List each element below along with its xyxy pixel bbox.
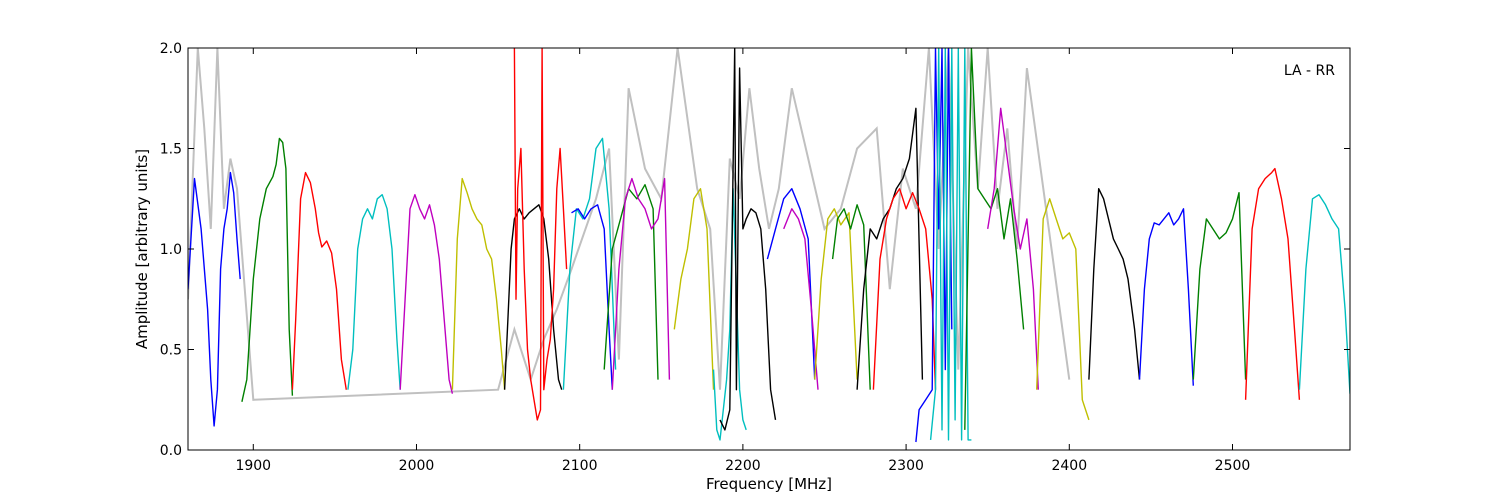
series-line-11 xyxy=(611,177,671,390)
series-line-7 xyxy=(513,48,568,421)
series-line-5 xyxy=(451,177,506,390)
series-line-20 xyxy=(872,187,937,390)
x-axis-ticks: 1900 2000 2100 2200 2300 2400 2500 xyxy=(235,48,1250,474)
series-line-13 xyxy=(712,187,747,441)
series-line-2 xyxy=(291,171,347,390)
y-tick-label: 0.0 xyxy=(160,443,182,459)
y-tick-label: 1.0 xyxy=(160,242,182,258)
series-line-18 xyxy=(831,204,871,390)
series-line-0 xyxy=(188,171,241,427)
series-line-4 xyxy=(399,193,454,394)
x-tick-label: 2200 xyxy=(725,458,761,474)
x-tick-label: 2400 xyxy=(1051,458,1087,474)
series-line-25 xyxy=(1036,198,1090,421)
y-tick-label: 0.5 xyxy=(160,343,182,359)
x-tick-label: 2000 xyxy=(399,458,435,474)
series-line-24 xyxy=(987,107,1039,390)
y-tick-label: 1.5 xyxy=(160,142,182,158)
series-line-27 xyxy=(1138,208,1194,386)
series-line-1 xyxy=(241,137,294,402)
series-line-26 xyxy=(1088,187,1141,380)
series-line-17 xyxy=(814,208,858,380)
y-axis-label: Amplitude [arbitrary units] xyxy=(133,149,151,349)
series-line-15 xyxy=(766,187,816,380)
series-line-28 xyxy=(1192,191,1247,380)
plot-area xyxy=(188,48,1350,450)
series-layer xyxy=(188,48,1350,443)
x-axis-label: Frequency [MHz] xyxy=(706,475,832,493)
series-line-16 xyxy=(783,208,819,390)
series-line-6 xyxy=(503,204,563,390)
series-line-10 xyxy=(603,183,659,380)
series-line-23 xyxy=(964,48,1025,430)
x-tick-label: 1900 xyxy=(235,458,271,474)
series-line-30 xyxy=(1298,193,1350,394)
series-line-8 xyxy=(562,137,617,390)
series-line-29 xyxy=(1244,167,1301,400)
x-tick-label: 2500 xyxy=(1215,458,1251,474)
series-line-12 xyxy=(673,187,715,390)
panel-annotation: LA - RR xyxy=(1284,63,1335,79)
x-tick-label: 2100 xyxy=(562,458,598,474)
y-axis-ticks: 0.0 0.5 1.0 1.5 2.0 xyxy=(160,41,1350,459)
series-line-3 xyxy=(347,193,401,390)
series-line-14 xyxy=(719,48,777,431)
y-tick-label: 2.0 xyxy=(160,41,182,57)
x-tick-label: 2300 xyxy=(888,458,924,474)
